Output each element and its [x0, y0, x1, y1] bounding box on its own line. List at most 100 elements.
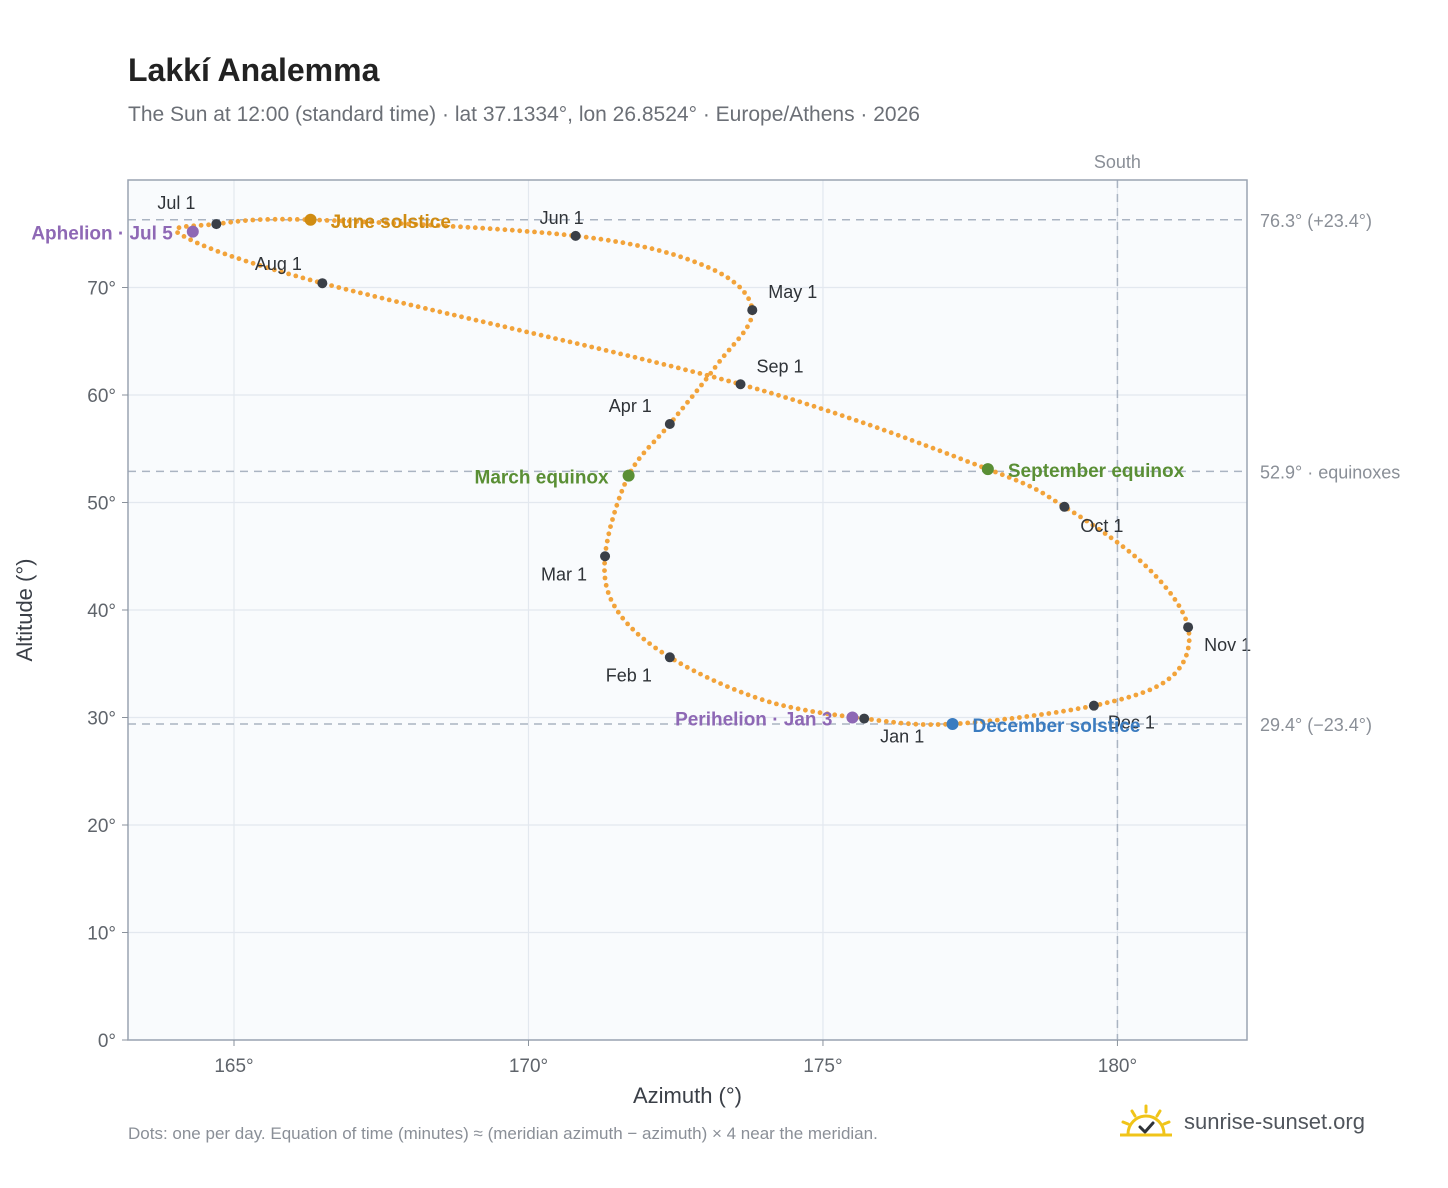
month-label: Feb 1 — [606, 665, 652, 685]
daily-dot — [458, 224, 463, 230]
daily-dot — [413, 222, 419, 227]
daily-dot — [603, 546, 609, 551]
daily-dot — [619, 488, 625, 494]
daily-dot — [480, 225, 486, 231]
daily-dot — [752, 694, 758, 700]
daily-dot — [243, 258, 249, 264]
month-marker — [600, 551, 611, 562]
daily-dot — [1013, 477, 1019, 483]
daily-dot — [1009, 716, 1015, 721]
daily-dot — [473, 317, 479, 323]
daily-dot — [999, 472, 1005, 478]
daily-dot — [532, 229, 537, 235]
daily-dot — [853, 418, 859, 423]
daily-dot — [502, 227, 508, 233]
daily-dot — [642, 244, 648, 250]
daily-dot — [704, 675, 710, 680]
daily-dot — [361, 219, 367, 225]
daily-dot — [754, 386, 760, 392]
daily-dot — [680, 405, 686, 411]
daily-dot — [616, 495, 622, 501]
daily-dot — [647, 358, 652, 364]
daily-dot — [725, 684, 730, 689]
month-marker — [735, 379, 746, 390]
daily-dot — [553, 336, 558, 341]
daily-dot — [1024, 714, 1030, 719]
daily-dot — [795, 706, 801, 712]
brand-name[interactable]: sunrise-sunset.org — [1184, 1109, 1365, 1134]
daily-dot — [731, 342, 737, 347]
daily-dot — [545, 334, 551, 340]
daily-dot — [1075, 706, 1081, 712]
daily-dot — [1020, 480, 1026, 486]
daily-dot — [608, 597, 614, 602]
event-marker — [186, 225, 199, 238]
daily-dot — [1083, 705, 1088, 710]
daily-dot — [612, 509, 617, 515]
daily-dot — [656, 434, 662, 439]
daily-dot — [664, 250, 669, 255]
daily-dot — [635, 631, 641, 637]
daily-dot — [437, 309, 443, 315]
daily-dot — [181, 234, 187, 239]
daily-dot — [694, 388, 700, 394]
daily-dot — [294, 217, 300, 222]
daily-dot — [1186, 638, 1192, 644]
daily-dot — [1071, 510, 1077, 516]
daily-dot — [659, 649, 665, 655]
daily-dot — [435, 223, 441, 228]
daily-dot — [711, 678, 717, 683]
y-tick-label: 0° — [98, 1031, 116, 1052]
daily-dot — [612, 603, 617, 609]
daily-dot — [264, 265, 270, 271]
daily-dot — [272, 216, 278, 222]
daily-dot — [740, 330, 746, 336]
daily-dot — [711, 374, 717, 380]
brand[interactable]: sunrise-sunset.org — [1120, 1102, 1365, 1142]
event-marker — [846, 711, 859, 724]
month-label: Sep 1 — [757, 356, 804, 376]
daily-dot — [980, 719, 985, 724]
daily-dot — [923, 443, 929, 448]
month-marker — [570, 230, 581, 241]
daily-dot — [691, 668, 697, 674]
daily-dot — [736, 336, 742, 342]
month-label: Aug 1 — [255, 254, 302, 274]
daily-dot — [1185, 645, 1191, 651]
daily-dot — [279, 269, 284, 275]
daily-dot — [881, 427, 887, 433]
daily-dot — [731, 279, 737, 285]
daily-dot — [1181, 659, 1186, 665]
daily-dot — [874, 425, 880, 431]
month-label: Jan 1 — [880, 727, 924, 747]
daily-dot — [1120, 544, 1126, 550]
daily-dot — [668, 363, 674, 369]
event-label: June solstice — [331, 212, 451, 233]
daily-dot — [339, 218, 345, 224]
daily-dot — [408, 302, 414, 308]
daily-dot — [803, 707, 808, 713]
daily-dot — [1017, 715, 1022, 720]
month-label: May 1 — [768, 282, 817, 302]
reference-line-label: 52.9° · equinoxes — [1260, 462, 1400, 482]
daily-dot — [332, 218, 337, 224]
event-marker — [946, 717, 959, 730]
daily-dot — [198, 222, 204, 228]
daily-dot — [365, 292, 370, 297]
daily-dot — [1183, 616, 1188, 622]
daily-dot — [632, 462, 638, 468]
daily-dot — [747, 384, 753, 390]
daily-dot — [603, 348, 609, 353]
daily-dot — [1176, 603, 1182, 608]
daily-dot — [746, 296, 751, 302]
daily-dot — [705, 265, 711, 270]
south-label: South — [1094, 152, 1141, 172]
daily-dot — [401, 300, 407, 306]
daily-dot — [250, 217, 256, 223]
daily-dot — [287, 216, 293, 222]
daily-dot — [610, 517, 615, 522]
daily-dot — [811, 403, 817, 409]
event-label: March equinox — [475, 468, 610, 489]
daily-dot — [661, 362, 667, 367]
daily-dot — [472, 225, 478, 231]
